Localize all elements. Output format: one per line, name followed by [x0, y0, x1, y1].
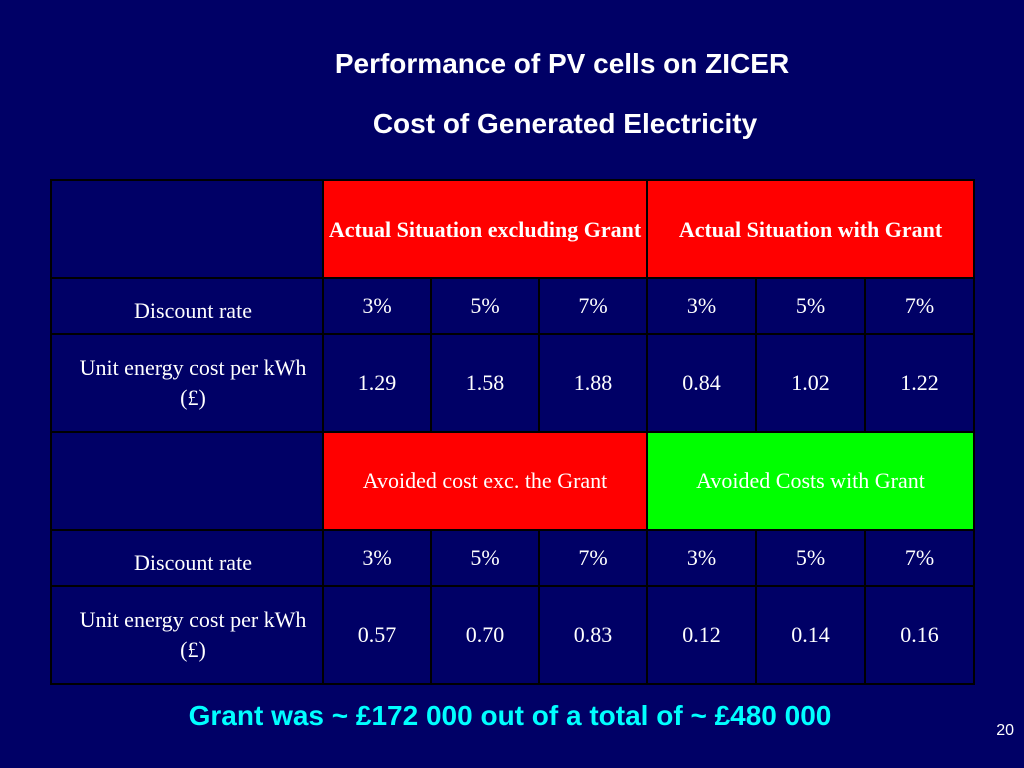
section1-rate-row: Discount rate 3% 5% 7% 3% 5% 7% — [50, 277, 976, 335]
rate-cell: 7% — [537, 277, 649, 335]
slide-title: Performance of PV cells on ZICER — [334, 48, 790, 79]
discount-rate-label: Discount rate — [50, 529, 324, 587]
discount-rate-label: Discount rate — [50, 277, 324, 335]
cost-cell: 0.12 — [646, 585, 758, 685]
section1-header-row: Actual Situation excluding Grant Actual … — [50, 179, 976, 279]
rate-cell: 3% — [646, 277, 758, 335]
header-with-grant: Actual Situation with Grant — [646, 179, 976, 279]
rate-cell: 5% — [755, 529, 867, 587]
cost-cell: 0.70 — [430, 585, 540, 685]
cost-cell: 0.57 — [322, 585, 432, 685]
rate-cell: 7% — [864, 277, 976, 335]
cost-cell: 0.84 — [646, 333, 758, 433]
section1-cost-row: Unit energy cost per kWh (£) 1.29 1.58 1… — [50, 333, 976, 433]
section2-rate-row: Discount rate 3% 5% 7% 3% 5% 7% — [50, 529, 976, 587]
rate-cell: 3% — [322, 529, 432, 587]
cost-cell: 1.29 — [322, 333, 432, 433]
section2-header-row: Avoided cost exc. the Grant Avoided Cost… — [50, 431, 976, 531]
grant-footer-text: Grant was ~ £172 000 out of a total of ~… — [188, 700, 832, 731]
header-corner-cell — [50, 179, 324, 279]
cost-cell: 1.88 — [537, 333, 649, 433]
grant-footer-note: Grant was ~ £172 000 out of a total of ~… — [0, 700, 1024, 732]
unit-energy-cost-label: Unit energy cost per kWh (£) — [50, 333, 324, 433]
rate-cell: 5% — [430, 277, 540, 335]
cost-cell: 0.16 — [864, 585, 976, 685]
rate-cell: 5% — [755, 277, 867, 335]
rate-cell: 7% — [864, 529, 976, 587]
cost-cell: 0.83 — [537, 585, 649, 685]
header-excluding-grant: Actual Situation excluding Grant — [321, 179, 649, 279]
rate-cell: 5% — [430, 529, 540, 587]
cost-cell: 0.14 — [755, 585, 867, 685]
rate-cell: 7% — [537, 529, 649, 587]
unit-energy-cost-label: Unit energy cost per kWh (£) — [50, 585, 324, 685]
cost-cell: 1.02 — [755, 333, 867, 433]
header-avoided-cost-exc-grant: Avoided cost exc. the Grant — [321, 431, 649, 531]
page-number: 20 — [996, 722, 1014, 739]
header-corner-cell — [50, 431, 324, 531]
header-avoided-costs-with-grant: Avoided Costs with Grant — [646, 431, 976, 531]
rate-cell: 3% — [322, 277, 432, 335]
cost-cell: 1.22 — [864, 333, 976, 433]
cost-cell: 1.58 — [430, 333, 540, 433]
slide-subtitle: Cost of Generated Electricity — [372, 108, 758, 139]
section2-cost-row: Unit energy cost per kWh (£) 0.57 0.70 0… — [50, 585, 976, 685]
cost-table: Actual Situation excluding Grant Actual … — [50, 179, 976, 685]
rate-cell: 3% — [646, 529, 758, 587]
